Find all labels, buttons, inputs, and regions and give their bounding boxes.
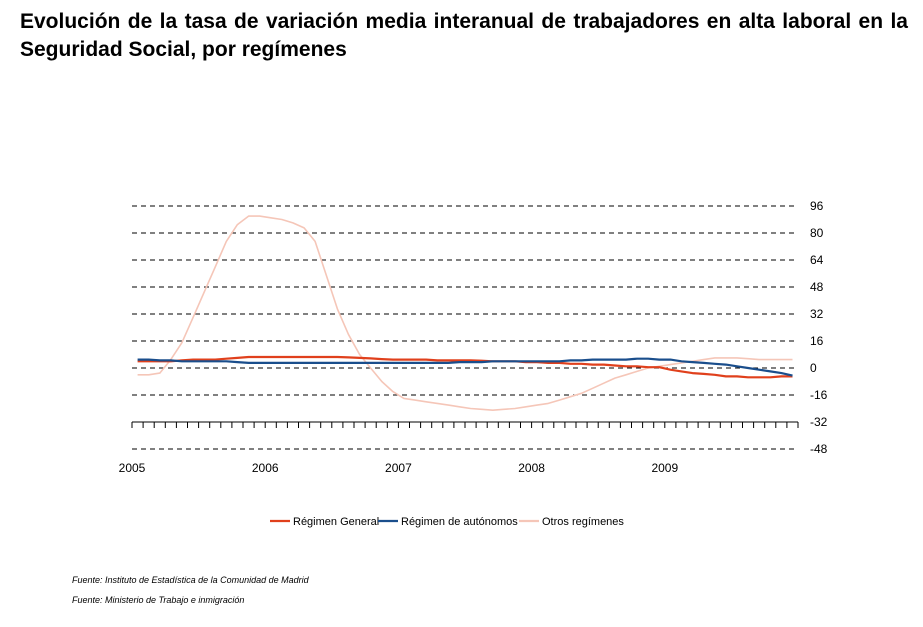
- chart-legend: Régimen General Régimen de autónomos Otros…: [270, 516, 624, 528]
- y-tick-label: 48: [810, 280, 824, 294]
- x-tick-label: 2005: [119, 461, 146, 475]
- y-tick-label: 64: [810, 253, 824, 267]
- series-line-1: [137, 355, 793, 379]
- legend-item: Otros regímenes: [519, 516, 624, 528]
- y-tick-label: 0: [810, 361, 817, 375]
- legend-label: Régimen General: [293, 516, 379, 528]
- y-tick-label: 80: [810, 226, 824, 240]
- x-tick-label: 2007: [385, 461, 412, 475]
- y-tick-label: -16: [810, 388, 828, 402]
- legend-item: Régimen General: [270, 516, 379, 528]
- chart-gridlines: [132, 205, 798, 450]
- chart-series-lines: [137, 215, 793, 412]
- y-tick-label: 96: [810, 199, 824, 213]
- page-title: Evolución de la tasa de variación media …: [20, 10, 908, 61]
- legend-label: Otros regímenes: [542, 516, 624, 528]
- y-tick-label: -32: [810, 415, 828, 429]
- series-line-3: [137, 215, 793, 412]
- source-note-1: Fuente: Instituto de Estadística de la C…: [72, 575, 309, 585]
- y-tick-label: 16: [810, 334, 824, 348]
- y-axis-tick-labels: 96 80 64 48 32 16 0 -16 -32 -48: [810, 199, 828, 456]
- legend-label: Régimen de autónomos: [401, 516, 518, 528]
- source-note-2: Fuente: Ministerio de Trabajo e inmigrac…: [72, 595, 245, 605]
- x-tick-label: 2008: [518, 461, 545, 475]
- x-tick-label: 2006: [252, 461, 279, 475]
- x-axis: 2005 2006 2007 2008 2009: [119, 421, 799, 475]
- y-tick-label: 32: [810, 307, 824, 321]
- x-tick-label: 2009: [651, 461, 678, 475]
- series-line-2: [137, 357, 793, 377]
- y-tick-label: -48: [810, 442, 828, 456]
- legend-item: Régimen de autónomos: [378, 516, 518, 528]
